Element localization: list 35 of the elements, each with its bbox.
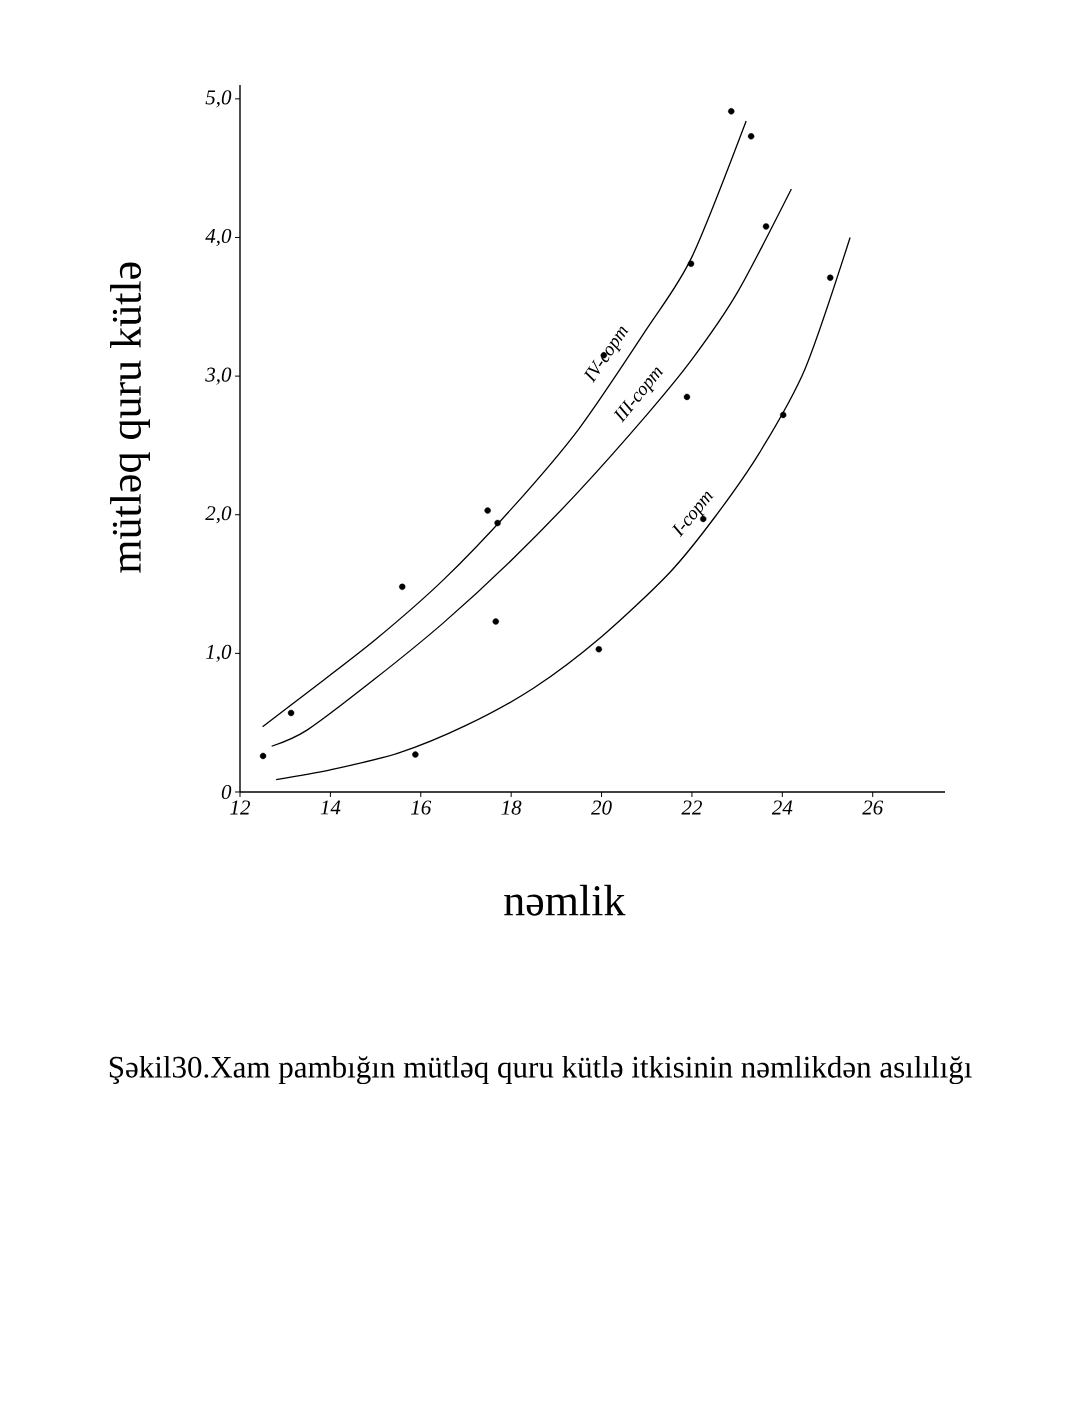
point bbox=[827, 274, 834, 281]
x-axis-title: nəmlik bbox=[504, 884, 626, 916]
y-tick-label: 3,0 bbox=[205, 367, 232, 385]
line-series bbox=[261, 120, 747, 728]
line-series bbox=[270, 188, 793, 747]
x-tick-label: 20 bbox=[591, 800, 612, 815]
x-tick-label: 14 bbox=[320, 800, 341, 815]
text: Şəkil30.Xam pambığın mütləq quru kütlə itkisinin nəmlikdən asılılığı bbox=[109, 1055, 972, 1085]
y-tick-label: 1,0 bbox=[206, 644, 232, 662]
y-axis-title: mütləq quru kütlə bbox=[110, 262, 150, 573]
x-tick-label: 24 bbox=[771, 800, 793, 815]
point bbox=[494, 519, 501, 527]
x-tick-label: 26 bbox=[862, 800, 884, 815]
point bbox=[484, 507, 491, 514]
point bbox=[399, 583, 406, 591]
point bbox=[259, 752, 267, 760]
point bbox=[687, 260, 695, 268]
point bbox=[780, 411, 787, 419]
point bbox=[412, 751, 419, 758]
line-series bbox=[275, 236, 851, 781]
point bbox=[492, 618, 499, 625]
point bbox=[683, 393, 691, 401]
x-tick-label: 16 bbox=[411, 800, 432, 815]
x-tick-label: 22 bbox=[681, 800, 702, 815]
point bbox=[762, 223, 770, 230]
point bbox=[595, 646, 603, 653]
point bbox=[287, 709, 295, 717]
y-tick-label: 0 bbox=[221, 784, 232, 800]
x-tick-label: 12 bbox=[230, 800, 251, 815]
x-tick-label: 18 bbox=[501, 800, 522, 815]
point bbox=[747, 133, 755, 140]
y-tick-label: 5,0 bbox=[205, 90, 232, 108]
y-tick-label: 4,0 bbox=[205, 228, 232, 247]
point bbox=[728, 108, 735, 115]
y-tick-label: 2,0 bbox=[205, 506, 232, 524]
